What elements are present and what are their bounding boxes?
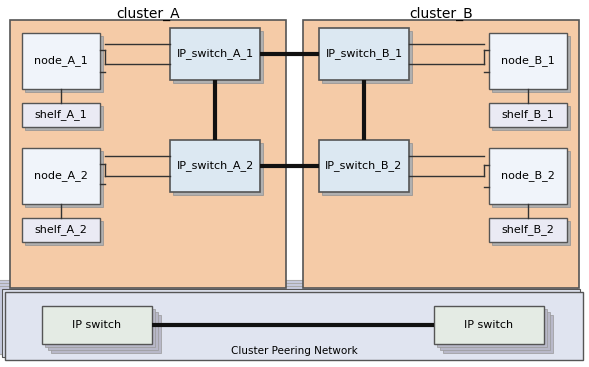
Text: Cluster Peering Network: Cluster Peering Network (231, 346, 358, 356)
Text: IP switch: IP switch (72, 320, 121, 330)
Bar (489, 148, 567, 204)
Bar (0, 283, 574, 351)
Bar (173, 143, 263, 195)
Text: shelf_B_1: shelf_B_1 (502, 109, 554, 120)
Bar (25, 151, 103, 207)
Bar (173, 31, 263, 83)
Text: shelf_A_2: shelf_A_2 (35, 225, 87, 236)
Text: IP_switch_B_1: IP_switch_B_1 (326, 48, 402, 59)
Bar (492, 106, 570, 130)
Bar (303, 20, 579, 288)
Bar (170, 140, 260, 192)
Bar (489, 33, 567, 89)
Bar (42, 306, 152, 344)
Bar (437, 309, 547, 347)
Text: IP switch: IP switch (465, 320, 514, 330)
Bar (22, 148, 100, 204)
Bar (322, 143, 412, 195)
Text: node_B_1: node_B_1 (501, 55, 555, 66)
Bar (2, 289, 580, 357)
Bar (489, 218, 567, 242)
Text: cluster_A: cluster_A (116, 7, 180, 21)
Text: node_A_2: node_A_2 (34, 171, 88, 181)
Text: node_A_1: node_A_1 (34, 55, 88, 66)
Bar (319, 140, 409, 192)
Text: IP_switch_B_2: IP_switch_B_2 (325, 160, 403, 171)
Bar (22, 103, 100, 127)
Bar (10, 20, 286, 288)
Bar (45, 309, 155, 347)
Bar (5, 292, 583, 360)
Bar (443, 315, 553, 353)
Bar (0, 280, 571, 348)
Bar (322, 31, 412, 83)
Bar (22, 218, 100, 242)
Bar (0, 286, 577, 354)
Text: IP_switch_A_1: IP_switch_A_1 (177, 48, 253, 59)
Text: node_B_2: node_B_2 (501, 171, 555, 181)
Bar (492, 221, 570, 245)
Bar (25, 221, 103, 245)
Bar (434, 306, 544, 344)
Bar (48, 312, 158, 350)
Bar (51, 315, 161, 353)
Bar (25, 36, 103, 92)
Bar (492, 36, 570, 92)
Text: cluster_B: cluster_B (409, 7, 473, 21)
Bar (319, 28, 409, 80)
Bar (492, 151, 570, 207)
Bar (170, 28, 260, 80)
Text: IP_switch_A_2: IP_switch_A_2 (176, 160, 254, 171)
Bar (22, 33, 100, 89)
Bar (25, 106, 103, 130)
Bar (440, 312, 550, 350)
Bar (489, 103, 567, 127)
Text: shelf_B_2: shelf_B_2 (502, 225, 554, 236)
Text: shelf_A_1: shelf_A_1 (35, 109, 87, 120)
